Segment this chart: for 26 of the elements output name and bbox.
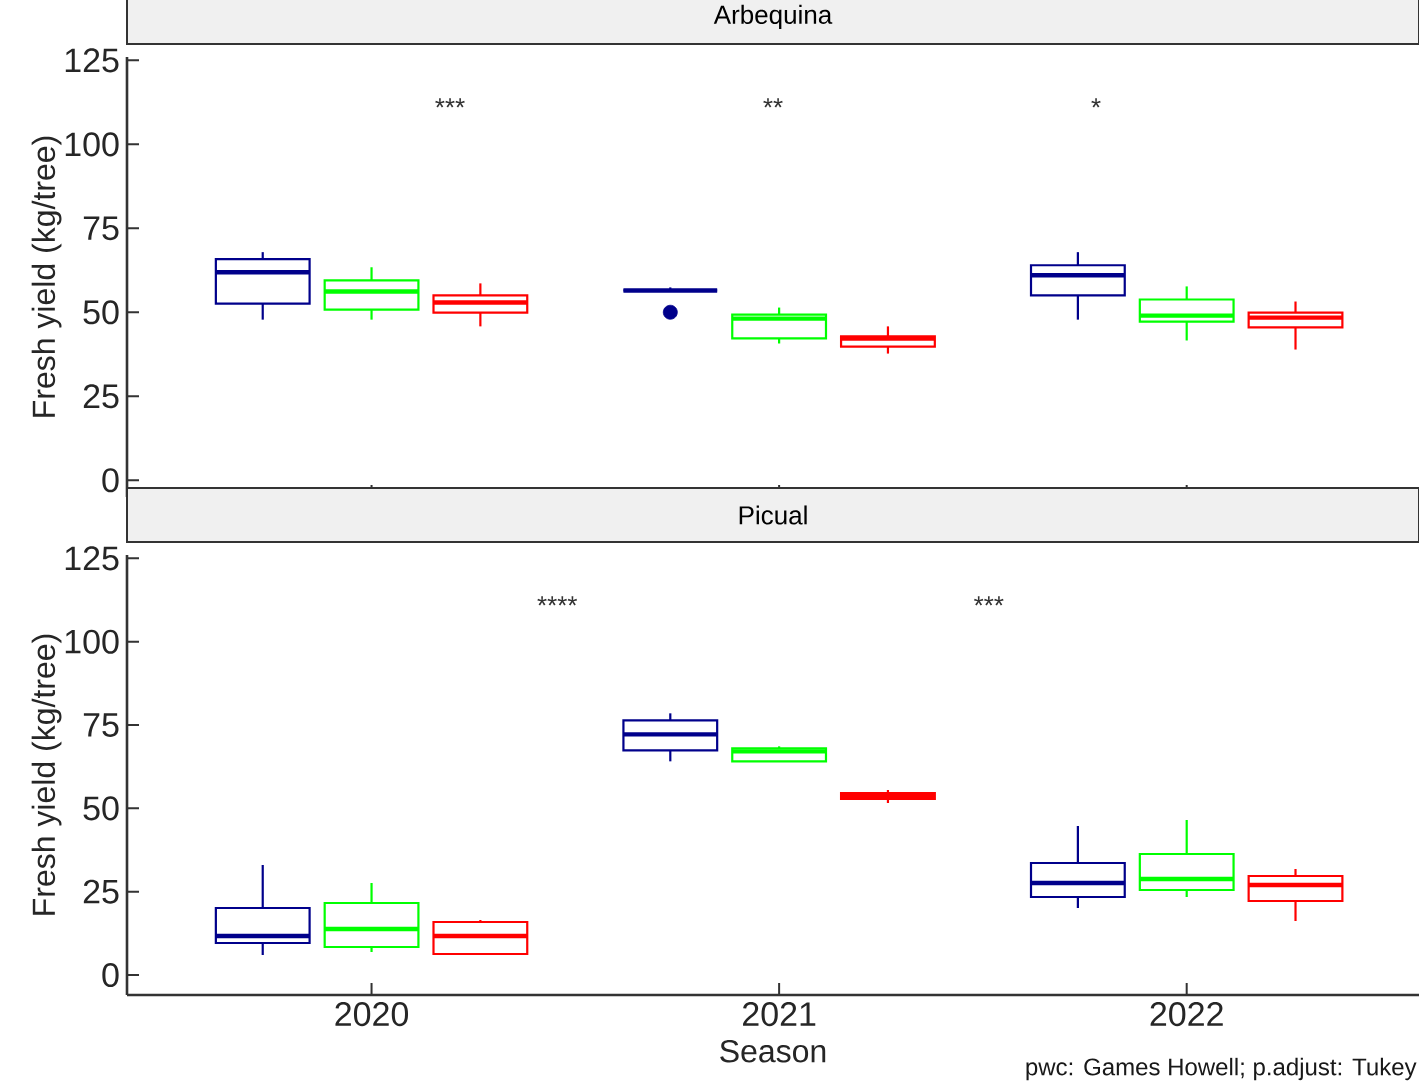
text: pwc: Games Howell; p.adjust: Tukey bbox=[1026, 1057, 1417, 1081]
x-axis-title: Season bbox=[720, 1039, 826, 1063]
x-tick-label: 2020 bbox=[335, 1002, 409, 1027]
y-tick-label: 100 bbox=[65, 132, 119, 157]
annotation: *** bbox=[435, 98, 465, 108]
x-tick-label: 2021 bbox=[743, 1002, 816, 1027]
y-tick-label: 75 bbox=[83, 216, 119, 241]
chart-title: Arbequina bbox=[713, 4, 833, 30]
y-tick-label: 125 bbox=[65, 546, 119, 571]
x-tick-label: 2022 bbox=[1150, 1002, 1223, 1027]
y-tick-label: 125 bbox=[65, 48, 119, 73]
annotation: *** bbox=[974, 596, 1004, 606]
annotation: **** bbox=[537, 596, 578, 606]
y-tick-label: 25 bbox=[83, 384, 119, 409]
y-tick-label: 100 bbox=[65, 629, 119, 654]
chart-title: Picual bbox=[739, 505, 807, 525]
annotation: ** bbox=[763, 98, 783, 108]
y-tick-label: 0 bbox=[102, 468, 119, 493]
y-tick-label: 50 bbox=[83, 796, 119, 821]
annotation: * bbox=[1091, 98, 1101, 108]
y-axis-title: Fresh yield (kg/tree) bbox=[31, 136, 62, 417]
y-tick-label: 50 bbox=[83, 300, 119, 325]
y-axis-title: Fresh yield (kg/tree) bbox=[31, 634, 62, 915]
y-tick-label: 75 bbox=[83, 713, 119, 737]
y-tick-label: 0 bbox=[102, 962, 119, 988]
y-tick-label: 25 bbox=[83, 879, 119, 904]
